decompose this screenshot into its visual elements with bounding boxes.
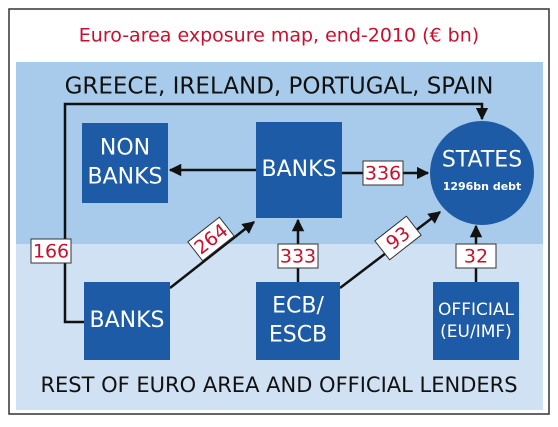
flow-value: 336 <box>365 163 401 185</box>
node-shape <box>82 123 168 203</box>
node-label: OFFICIAL <box>438 300 514 320</box>
node-shape <box>433 282 519 360</box>
flow-box <box>277 243 319 269</box>
flow-label: 336 <box>362 160 404 186</box>
node: BANKS <box>84 282 170 360</box>
title: Euro-area exposure map, end-2010 (€ bn) <box>79 25 479 47</box>
node-label: STATES <box>442 147 522 172</box>
node-shape <box>84 282 170 360</box>
node: ECB/ESCB <box>256 282 340 360</box>
node: NON BANKS <box>82 123 168 203</box>
node-label: BANKS <box>262 157 337 182</box>
node-label: ECB/ <box>272 294 324 319</box>
flow-box <box>187 216 235 262</box>
node-label: ESCB <box>269 322 327 347</box>
node-shape <box>256 282 340 360</box>
node-shape <box>256 122 342 218</box>
node-shape <box>430 121 534 225</box>
node-label: (EU/IMF) <box>440 322 512 342</box>
flow-box <box>30 238 72 264</box>
region-top-label: GREECE, IRELAND, PORTUGAL, SPAIN <box>65 74 494 100</box>
node: BANKS <box>256 122 342 218</box>
node-note: 1296bn debt <box>443 180 522 193</box>
flow-box <box>362 160 404 186</box>
flow-value: 166 <box>33 241 69 263</box>
flow-box <box>455 243 497 269</box>
node-label: BANKS <box>88 164 163 189</box>
flow-label: 166 <box>30 238 72 264</box>
flow-value: 333 <box>280 246 316 268</box>
flow-value: 32 <box>464 246 488 268</box>
flow-label: 32 <box>455 243 497 269</box>
node-label: BANKS <box>90 308 165 333</box>
flow-label: 333 <box>277 243 319 269</box>
flow-box <box>374 215 422 261</box>
region-bottom-label: REST OF EURO AREA AND OFFICIAL LENDERS <box>40 373 517 397</box>
node-label: NON <box>100 136 150 161</box>
node: STATES 1296bn debt <box>430 121 534 225</box>
node: OFFICIAL(EU/IMF) <box>433 282 519 360</box>
